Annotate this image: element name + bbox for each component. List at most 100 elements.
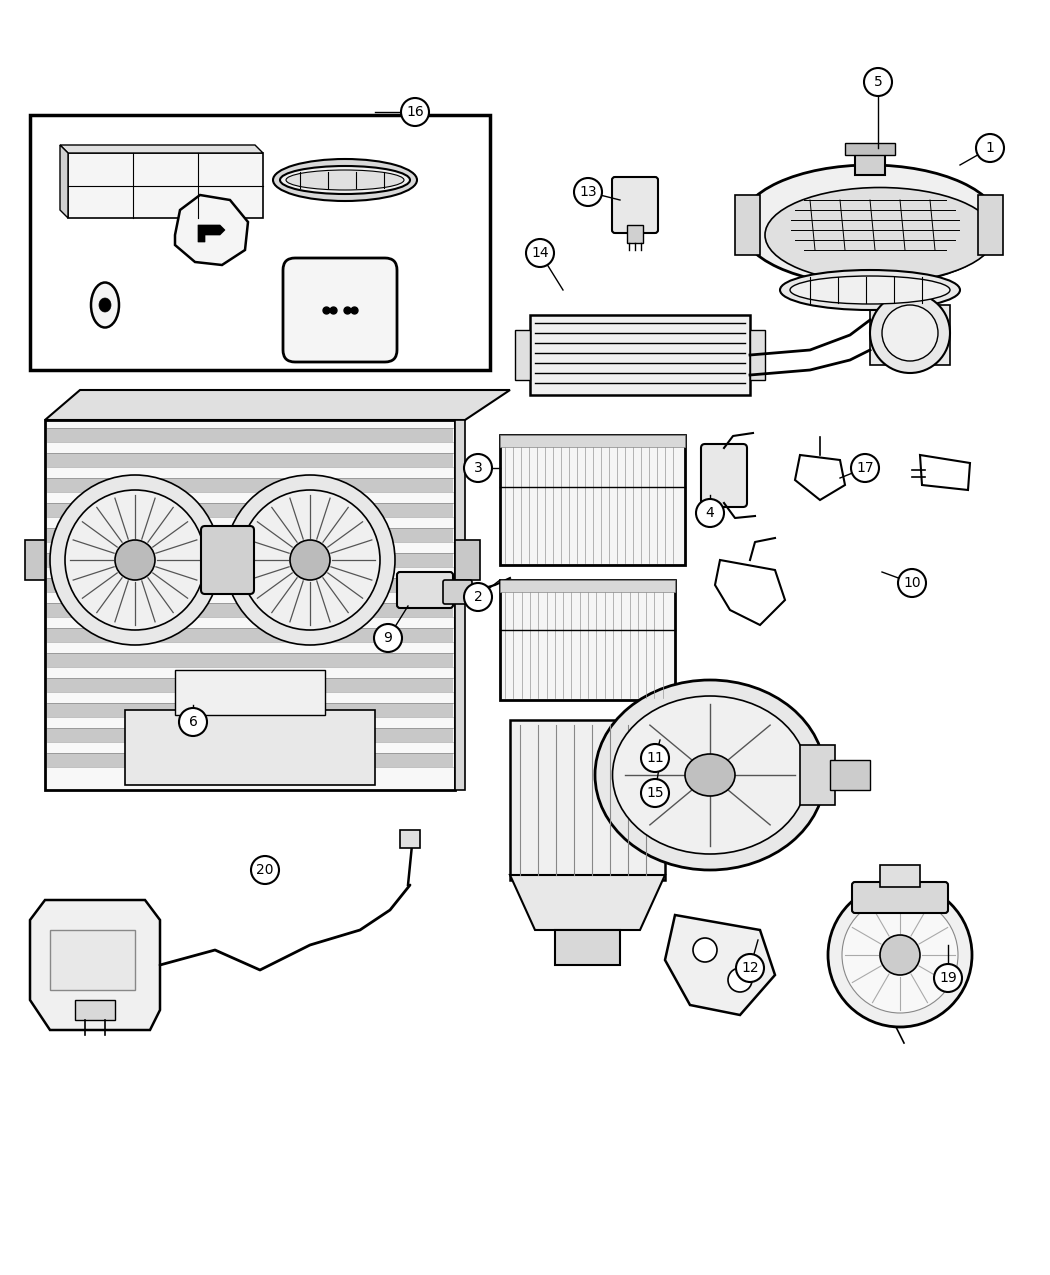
FancyBboxPatch shape xyxy=(284,258,397,362)
Bar xyxy=(978,195,1003,255)
Bar xyxy=(47,678,453,692)
Circle shape xyxy=(898,569,926,597)
Circle shape xyxy=(464,583,492,611)
Bar xyxy=(45,419,455,790)
Ellipse shape xyxy=(91,283,119,328)
Bar xyxy=(50,929,135,989)
Bar xyxy=(47,528,453,542)
Text: 16: 16 xyxy=(406,105,424,119)
Bar xyxy=(514,330,530,380)
Circle shape xyxy=(640,779,669,807)
Circle shape xyxy=(696,499,724,527)
Text: 12: 12 xyxy=(741,961,759,975)
Circle shape xyxy=(464,454,492,482)
Ellipse shape xyxy=(612,696,807,854)
Bar xyxy=(870,305,950,365)
Polygon shape xyxy=(60,145,262,153)
Polygon shape xyxy=(45,390,510,419)
Bar xyxy=(880,864,920,887)
Circle shape xyxy=(864,68,892,96)
Bar xyxy=(47,578,453,592)
Text: 9: 9 xyxy=(383,631,393,645)
Bar xyxy=(500,580,675,700)
Bar xyxy=(25,541,45,580)
Circle shape xyxy=(976,134,1004,162)
Bar xyxy=(400,830,420,848)
Polygon shape xyxy=(60,145,68,218)
Polygon shape xyxy=(665,915,775,1015)
Circle shape xyxy=(880,935,920,975)
FancyBboxPatch shape xyxy=(397,572,453,608)
Ellipse shape xyxy=(595,680,825,870)
Bar xyxy=(47,453,453,467)
Ellipse shape xyxy=(780,270,960,310)
Ellipse shape xyxy=(790,275,950,303)
Circle shape xyxy=(850,454,879,482)
Polygon shape xyxy=(175,195,248,265)
Bar xyxy=(530,315,750,395)
Bar xyxy=(830,760,870,790)
Text: 15: 15 xyxy=(646,785,664,799)
Bar xyxy=(175,669,326,715)
Bar xyxy=(500,435,685,565)
Circle shape xyxy=(178,708,207,736)
Circle shape xyxy=(736,954,764,982)
Circle shape xyxy=(934,964,962,992)
Circle shape xyxy=(828,884,972,1026)
Text: 20: 20 xyxy=(256,863,274,877)
Ellipse shape xyxy=(273,159,417,201)
Circle shape xyxy=(693,938,717,963)
Text: 19: 19 xyxy=(939,972,957,986)
Circle shape xyxy=(574,179,602,207)
Text: 17: 17 xyxy=(856,462,874,476)
Text: 10: 10 xyxy=(903,576,921,590)
Ellipse shape xyxy=(685,754,735,796)
Circle shape xyxy=(640,745,669,771)
Polygon shape xyxy=(30,900,160,1030)
Bar xyxy=(47,728,453,742)
Bar xyxy=(455,541,480,580)
Polygon shape xyxy=(455,419,465,790)
Text: 13: 13 xyxy=(580,185,596,199)
Text: 14: 14 xyxy=(531,246,549,260)
Bar xyxy=(735,195,760,255)
Bar xyxy=(47,629,453,643)
FancyBboxPatch shape xyxy=(443,580,472,604)
Circle shape xyxy=(50,476,220,645)
Text: 4: 4 xyxy=(706,506,714,520)
Ellipse shape xyxy=(765,187,995,283)
Ellipse shape xyxy=(286,170,404,190)
Bar xyxy=(510,720,665,880)
Polygon shape xyxy=(198,224,225,242)
Bar xyxy=(47,754,453,768)
Bar xyxy=(75,1000,116,1020)
FancyBboxPatch shape xyxy=(852,882,948,913)
FancyBboxPatch shape xyxy=(612,177,658,233)
Text: 5: 5 xyxy=(874,75,882,89)
Circle shape xyxy=(401,98,429,126)
Circle shape xyxy=(251,856,279,884)
Bar xyxy=(47,703,453,717)
Bar xyxy=(500,435,685,448)
Circle shape xyxy=(842,898,958,1014)
Bar xyxy=(47,478,453,492)
Polygon shape xyxy=(510,875,665,929)
Circle shape xyxy=(225,476,395,645)
Bar xyxy=(125,710,375,785)
Circle shape xyxy=(374,623,402,652)
Bar xyxy=(47,653,453,667)
Circle shape xyxy=(882,305,938,361)
Circle shape xyxy=(240,490,380,630)
Bar xyxy=(30,115,490,370)
Circle shape xyxy=(290,541,330,580)
Bar xyxy=(47,504,453,516)
Bar xyxy=(627,224,643,244)
Circle shape xyxy=(728,968,752,992)
Ellipse shape xyxy=(740,164,1000,286)
Circle shape xyxy=(870,293,950,374)
Ellipse shape xyxy=(280,166,410,194)
Bar xyxy=(47,603,453,617)
Bar xyxy=(47,553,453,567)
Bar xyxy=(800,745,835,805)
Bar xyxy=(845,143,895,156)
